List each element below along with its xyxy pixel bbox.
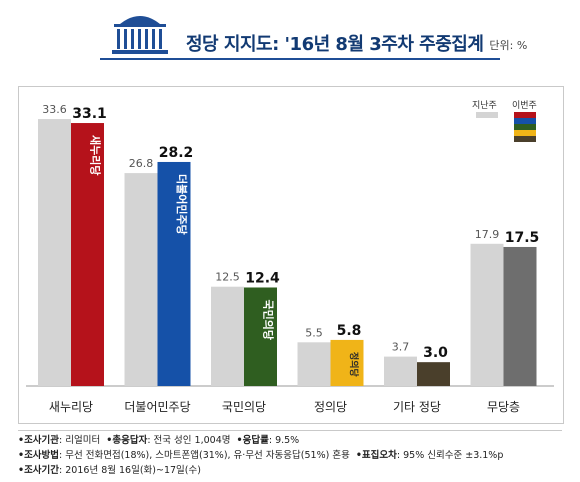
footer-line-3: •조사기간: 2016년 8월 16일(화)~17일(수)	[18, 463, 562, 478]
category-label-2: 국민의당	[222, 400, 266, 414]
footer-value-error: : 95% 신뢰수준 ±3.1%p	[396, 450, 504, 461]
data-label-prev-1: 26.8	[129, 157, 154, 170]
footer-value-response-rate: : 9.5%	[268, 435, 300, 446]
data-label-curr-1: 28.2	[159, 145, 194, 161]
data-label-curr-4: 3.0	[423, 345, 448, 361]
legend-label-curr: 이번주	[512, 101, 537, 111]
footer-label-response-rate: •응답률	[236, 435, 269, 446]
party-logo-1: 더불어민주당	[175, 174, 189, 235]
category-label-0: 새누리당	[49, 400, 93, 414]
bar-prev-0	[38, 119, 71, 387]
data-label-curr-5: 17.5	[505, 230, 540, 246]
bar-prev-3	[297, 342, 331, 386]
bar-curr-3	[330, 339, 364, 386]
data-label-prev-5: 17.9	[475, 228, 500, 241]
data-label-prev-2: 12.5	[215, 271, 240, 284]
bar-curr-4	[417, 362, 450, 386]
bar-curr-1	[157, 161, 191, 386]
footer-label-period: •조사기간	[18, 465, 60, 476]
footer-label-error: •표집오차	[355, 450, 397, 461]
footer-line-1: •조사기관: 리얼미터 •총응답자: 전국 성인 1,004명 •응답률: 9.…	[18, 433, 562, 448]
national-assembly-icon	[112, 16, 168, 54]
data-label-curr-2: 12.4	[245, 270, 280, 286]
page-title: 정당 지지도: '16년 8월 3주차 주중집계	[186, 34, 484, 55]
footer-value-method: : 무선 전화면접(18%), 스마트폰앱(31%), 유·무선 자동응답(51…	[59, 450, 350, 461]
data-label-prev-4: 3.7	[392, 341, 410, 354]
bar-curr-5	[503, 246, 537, 386]
party-logo-3: 정의당	[348, 352, 360, 378]
category-label-4: 기타 정당	[393, 400, 441, 414]
title-underline	[100, 58, 500, 60]
data-label-prev-3: 5.5	[305, 326, 323, 339]
footer-value-respondents: : 전국 성인 1,004명	[147, 435, 231, 446]
footer-value-agency: : 리얼미터	[59, 435, 101, 446]
bar-prev-2	[211, 286, 244, 386]
legend-label-prev: 지난주	[472, 101, 497, 111]
footer: •조사기관: 리얼미터 •총응답자: 전국 성인 1,004명 •응답률: 9.…	[18, 430, 562, 481]
legend: 지난주 이번주	[470, 98, 550, 146]
data-label-curr-0: 33.1	[72, 106, 107, 122]
legend-swatch-curr	[514, 112, 536, 142]
bar-prev-1	[124, 173, 158, 386]
data-label-prev-0: 33.6	[42, 103, 67, 116]
header: 정당 지지도: '16년 8월 3주차 주중집계 단위: %	[0, 0, 580, 78]
legend-swatch-prev	[476, 112, 498, 118]
category-label-5: 무당층	[487, 400, 520, 414]
party-logo-0: 새누리당	[89, 135, 103, 175]
party-logo-2: 국민의당	[262, 299, 276, 339]
bar-prev-5	[470, 243, 504, 386]
category-label-3: 정의당	[314, 400, 347, 414]
footer-label-respondents: •총응답자	[106, 435, 148, 446]
bar-curr-2	[244, 287, 277, 386]
footer-label-agency: •조사기관	[18, 435, 60, 446]
footer-line-2: •조사방법: 무선 전화면접(18%), 스마트폰앱(31%), 유·무선 자동…	[18, 448, 562, 463]
unit-label: 단위: %	[489, 39, 528, 52]
footer-label-method: •조사방법	[18, 450, 60, 461]
bar-curr-0	[71, 123, 104, 387]
bar-prev-4	[384, 356, 417, 386]
data-label-curr-3: 5.8	[337, 323, 362, 339]
footer-value-period: : 2016년 8월 16일(화)~17일(수)	[59, 465, 201, 476]
category-label-1: 더불어민주당	[124, 400, 190, 414]
